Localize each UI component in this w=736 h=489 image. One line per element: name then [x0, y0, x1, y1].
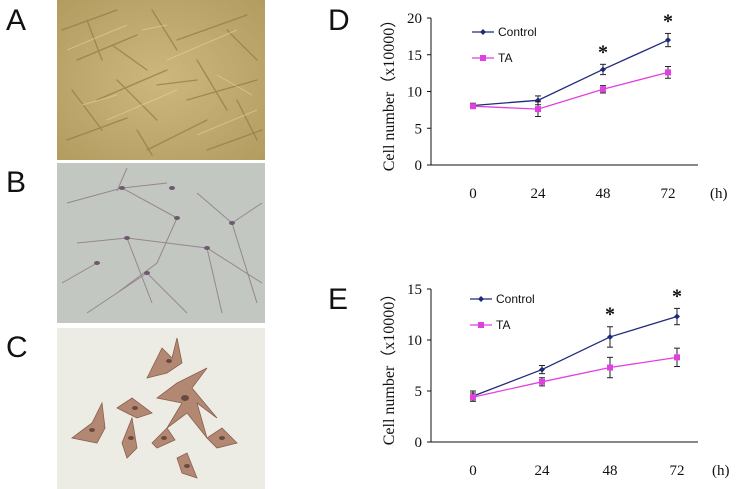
panel-label-c: C: [6, 331, 28, 364]
y-tick-label: 0: [415, 435, 423, 451]
x-tick-label: 0: [469, 186, 477, 202]
legend-marker-ta: [480, 55, 486, 61]
data-point-control: [665, 37, 671, 44]
chart-d-svg: 0 5 10 15 20 0 24 48 72 (h) Cell number（x10000） Con…: [380, 10, 728, 202]
data-point-control: [600, 66, 606, 73]
data-point-control: [539, 366, 545, 373]
x-tick-label: 24: [531, 186, 547, 202]
chart-d: 0 5 10 15 20 0 24 48 72 (h) Cell number（x10000） Con…: [370, 0, 736, 230]
x-unit-label: (h): [712, 463, 730, 479]
significance-star: *: [672, 285, 682, 307]
chart-e: 0 5 10 15 0 24 48 72 (h) Cell number（x10000） Contr…: [370, 275, 736, 489]
cell-nuclei-c: [89, 359, 225, 468]
y-tick-label: 5: [415, 121, 423, 137]
y-axis-label: Cell number（x10000）: [380, 286, 398, 446]
legend-label-control: Control: [496, 292, 535, 306]
significance-star: *: [605, 304, 615, 326]
y-tick-label: 5: [415, 384, 423, 400]
x-tick-label: 48: [603, 463, 618, 479]
data-point-ta: [470, 394, 476, 401]
data-point-ta: [607, 364, 613, 371]
stained-cells-c: [71, 337, 238, 479]
legend-marker-ta: [478, 322, 484, 328]
micrograph-a: [57, 0, 265, 160]
cell-nuclei-b: [94, 186, 235, 275]
series-line-ta: [472, 71, 669, 110]
series-line-control: [472, 39, 669, 107]
legend-label-ta: TA: [496, 318, 510, 332]
y-tick-label: 10: [407, 85, 422, 101]
x-tick-label: 24: [535, 463, 551, 479]
data-point-ta: [674, 354, 680, 361]
data-point-ta: [665, 69, 671, 76]
series-line-control: [472, 315, 678, 397]
chart-e-svg: 0 5 10 15 0 24 48 72 (h) Cell number（x10000） Contr…: [380, 282, 730, 479]
series-line-ta: [472, 356, 678, 398]
y-tick-label: 10: [407, 333, 422, 349]
data-point-ta: [470, 103, 476, 110]
x-unit-label: (h): [710, 186, 728, 202]
cell-fibers-a: [61, 9, 263, 156]
y-axis-label: Cell number（x10000）: [380, 12, 398, 172]
x-tick-label: 72: [670, 463, 685, 479]
data-point-control: [674, 313, 680, 320]
x-tick-label: 48: [596, 186, 611, 202]
panel-label-d: D: [328, 4, 350, 37]
legend-label-control: Control: [498, 25, 537, 39]
micrograph-c: [57, 328, 265, 489]
micrograph-b: [57, 163, 265, 323]
significance-star: *: [598, 41, 608, 63]
panel-label-e: E: [328, 283, 349, 316]
data-point-control: [607, 333, 613, 340]
y-tick-label: 15: [407, 282, 422, 298]
data-point-ta: [539, 378, 545, 385]
significance-star: *: [663, 10, 673, 32]
panel-label-b: B: [6, 166, 27, 199]
y-tick-label: 20: [407, 11, 422, 27]
legend-marker-control: [480, 29, 486, 35]
panel-label-a: A: [6, 4, 27, 37]
x-tick-label: 0: [469, 463, 477, 479]
micrograph-b-background: [57, 163, 265, 323]
data-point-ta: [600, 86, 606, 93]
x-tick-label: 72: [661, 186, 676, 202]
y-tick-label: 0: [415, 158, 423, 174]
y-tick-label: 15: [407, 48, 422, 64]
data-point-ta: [535, 106, 541, 113]
legend-label-ta: TA: [498, 51, 512, 65]
legend-marker-control: [478, 296, 484, 302]
